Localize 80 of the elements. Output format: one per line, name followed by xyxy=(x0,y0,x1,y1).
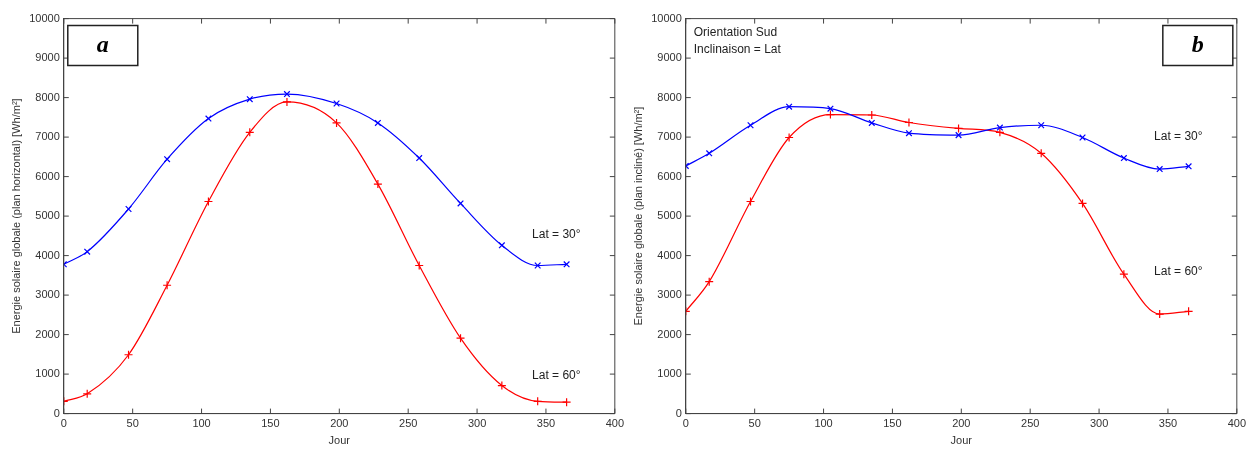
point xyxy=(331,118,342,128)
point xyxy=(83,248,91,256)
x-tick-label: 150 xyxy=(261,417,280,430)
x-tick-label: 50 xyxy=(126,417,139,430)
x-tick-label: 400 xyxy=(1227,417,1246,430)
y-tick-label: 4000 xyxy=(35,248,60,261)
y-tick-label: 9000 xyxy=(35,51,60,64)
y-tick-label: 10000 xyxy=(651,11,682,24)
x-tick-label: 100 xyxy=(192,417,211,430)
y-tick-label: 9000 xyxy=(657,51,682,64)
point xyxy=(705,149,713,157)
y-tick-label: 0 xyxy=(675,406,682,419)
y-tick-label: 8000 xyxy=(35,90,60,103)
point xyxy=(498,241,506,249)
point xyxy=(534,262,542,269)
x-tick-label: 400 xyxy=(605,417,624,430)
y-tick-label: 5000 xyxy=(35,209,60,222)
y-tick-label: 1000 xyxy=(35,367,60,380)
y-tick-label: 3000 xyxy=(657,288,682,301)
y-tick-label: 6000 xyxy=(657,169,682,182)
x-tick-label: 300 xyxy=(1089,417,1109,430)
y-tick-label: 7000 xyxy=(35,130,60,143)
y-tick-label: 0 xyxy=(53,406,60,419)
point xyxy=(904,117,914,128)
y-tick-label: 1000 xyxy=(657,367,682,380)
series-label: Lat = 30° xyxy=(1154,128,1203,143)
point xyxy=(1119,269,1129,279)
y-tick-label: 4000 xyxy=(657,248,682,261)
y-axis-title: Energie solaire globale (plan incliné) [Wh/m²] xyxy=(631,106,644,326)
y-axis-title: Energie solaire globale (plan horizontal) [Wh/m²] xyxy=(9,98,22,334)
x-axis-title: Jour xyxy=(328,434,351,447)
point xyxy=(125,205,132,213)
point xyxy=(996,124,1004,132)
series-label: Lat = 60° xyxy=(532,368,581,383)
point xyxy=(163,155,171,163)
x-tick-label: 200 xyxy=(330,417,349,430)
x-tick-label: 100 xyxy=(814,417,833,430)
point xyxy=(562,397,572,407)
point xyxy=(995,127,1005,137)
x-tick-label: 350 xyxy=(1158,417,1178,430)
series-label: Lat = 30° xyxy=(532,226,581,241)
y-tick-label: 8000 xyxy=(657,90,682,103)
point xyxy=(747,121,754,129)
x-axis-title: Jour xyxy=(950,434,973,447)
point xyxy=(827,105,834,113)
x-tick-label: 200 xyxy=(952,417,971,430)
y-tick-label: 10000 xyxy=(29,11,60,24)
x-tick-label: 250 xyxy=(399,417,418,430)
point xyxy=(162,280,172,290)
point xyxy=(955,131,962,139)
series-label: Lat = 60° xyxy=(1154,263,1203,278)
x-tick-label: 350 xyxy=(536,417,556,430)
x-tick-label: 50 xyxy=(748,417,761,430)
y-tick-label: 3000 xyxy=(35,288,60,301)
point xyxy=(82,389,92,399)
y-tick-label: 6000 xyxy=(35,169,60,182)
annotation: Orientation Sud xyxy=(693,24,778,39)
y-tick-label: 2000 xyxy=(657,327,682,340)
point xyxy=(868,119,876,127)
x-tick-label: 300 xyxy=(467,417,487,430)
point xyxy=(563,260,571,268)
text: b xyxy=(1191,30,1204,57)
point xyxy=(785,103,793,111)
point xyxy=(1155,309,1165,319)
point xyxy=(867,110,877,120)
point xyxy=(373,179,383,189)
point xyxy=(905,129,913,137)
annotation: Inclinaison = Lat xyxy=(693,41,782,56)
point xyxy=(497,380,507,391)
x-tick-label: 150 xyxy=(883,417,902,430)
point xyxy=(415,154,423,162)
point xyxy=(784,132,794,143)
y-tick-label: 5000 xyxy=(657,209,682,222)
y-tick-label: 2000 xyxy=(35,327,60,340)
y-tick-label: 7000 xyxy=(657,130,682,143)
x-tick-label: 250 xyxy=(1021,417,1040,430)
point xyxy=(1156,165,1164,173)
point xyxy=(1120,154,1128,162)
point xyxy=(282,97,292,107)
text: a xyxy=(96,30,109,57)
